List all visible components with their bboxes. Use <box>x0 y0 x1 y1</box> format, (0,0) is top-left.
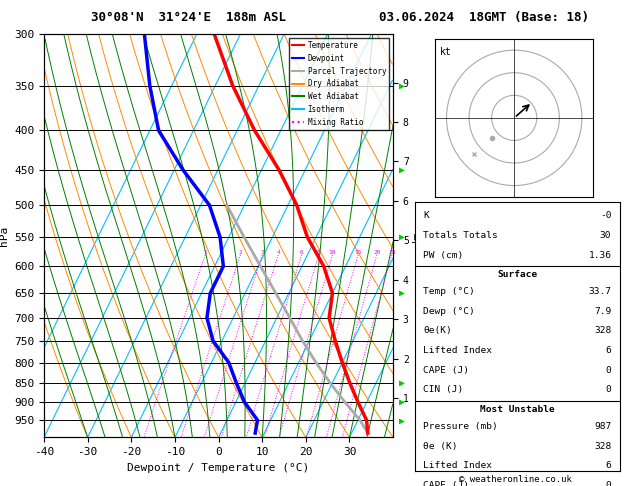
Text: Surface: Surface <box>498 270 537 279</box>
Text: Lifted Index: Lifted Index <box>423 346 493 355</box>
Text: kt: kt <box>440 47 452 57</box>
Text: 1: 1 <box>203 250 207 255</box>
Text: 328: 328 <box>594 441 611 451</box>
Text: θe(K): θe(K) <box>423 326 452 335</box>
Text: 328: 328 <box>594 326 611 335</box>
Text: -0: -0 <box>600 211 611 220</box>
Text: ▶: ▶ <box>399 415 404 425</box>
Text: ▶: ▶ <box>399 165 404 175</box>
Text: 0: 0 <box>606 481 611 486</box>
Text: ▶: ▶ <box>399 232 404 242</box>
Text: Pressure (mb): Pressure (mb) <box>423 422 498 431</box>
Text: 33.7: 33.7 <box>588 287 611 296</box>
Text: 987: 987 <box>594 422 611 431</box>
Text: Most Unstable: Most Unstable <box>480 405 555 414</box>
Text: 15: 15 <box>354 250 362 255</box>
Y-axis label: km
ASL: km ASL <box>411 227 433 244</box>
Text: ▶: ▶ <box>399 81 404 91</box>
Text: CAPE (J): CAPE (J) <box>423 365 469 375</box>
Text: 8: 8 <box>317 250 321 255</box>
Text: 6: 6 <box>606 346 611 355</box>
Text: 2: 2 <box>238 250 242 255</box>
Y-axis label: hPa: hPa <box>0 226 9 246</box>
Text: 7.9: 7.9 <box>594 307 611 315</box>
Text: PW (cm): PW (cm) <box>423 250 464 260</box>
Text: 0: 0 <box>606 385 611 395</box>
Text: Totals Totals: Totals Totals <box>423 231 498 240</box>
Text: Lifted Index: Lifted Index <box>423 461 493 470</box>
Legend: Temperature, Dewpoint, Parcel Trajectory, Dry Adiabat, Wet Adiabat, Isotherm, Mi: Temperature, Dewpoint, Parcel Trajectory… <box>289 38 389 130</box>
Text: ▶: ▶ <box>399 288 404 298</box>
Text: 4: 4 <box>276 250 280 255</box>
Text: 1.36: 1.36 <box>588 250 611 260</box>
Text: 10: 10 <box>329 250 336 255</box>
Text: 03.06.2024  18GMT (Base: 18): 03.06.2024 18GMT (Base: 18) <box>379 11 589 23</box>
Text: 3: 3 <box>260 250 264 255</box>
Text: 30: 30 <box>600 231 611 240</box>
Text: Dewp (°C): Dewp (°C) <box>423 307 475 315</box>
Text: θe (K): θe (K) <box>423 441 458 451</box>
Text: 20: 20 <box>373 250 381 255</box>
Text: 6: 6 <box>606 461 611 470</box>
Text: K: K <box>423 211 429 220</box>
Text: Temp (°C): Temp (°C) <box>423 287 475 296</box>
Text: 6: 6 <box>299 250 303 255</box>
Text: CAPE (J): CAPE (J) <box>423 481 469 486</box>
Text: © weatheronline.co.uk: © weatheronline.co.uk <box>459 474 572 484</box>
Text: 0: 0 <box>606 365 611 375</box>
Text: 30°08'N  31°24'E  188m ASL: 30°08'N 31°24'E 188m ASL <box>91 11 286 23</box>
Text: 25: 25 <box>388 250 396 255</box>
Text: Mixing Ratio (g/kg): Mixing Ratio (g/kg) <box>452 237 460 331</box>
Text: ▶: ▶ <box>399 397 404 407</box>
Text: CIN (J): CIN (J) <box>423 385 464 395</box>
X-axis label: Dewpoint / Temperature (°C): Dewpoint / Temperature (°C) <box>128 463 309 473</box>
Text: ▶: ▶ <box>399 378 404 388</box>
